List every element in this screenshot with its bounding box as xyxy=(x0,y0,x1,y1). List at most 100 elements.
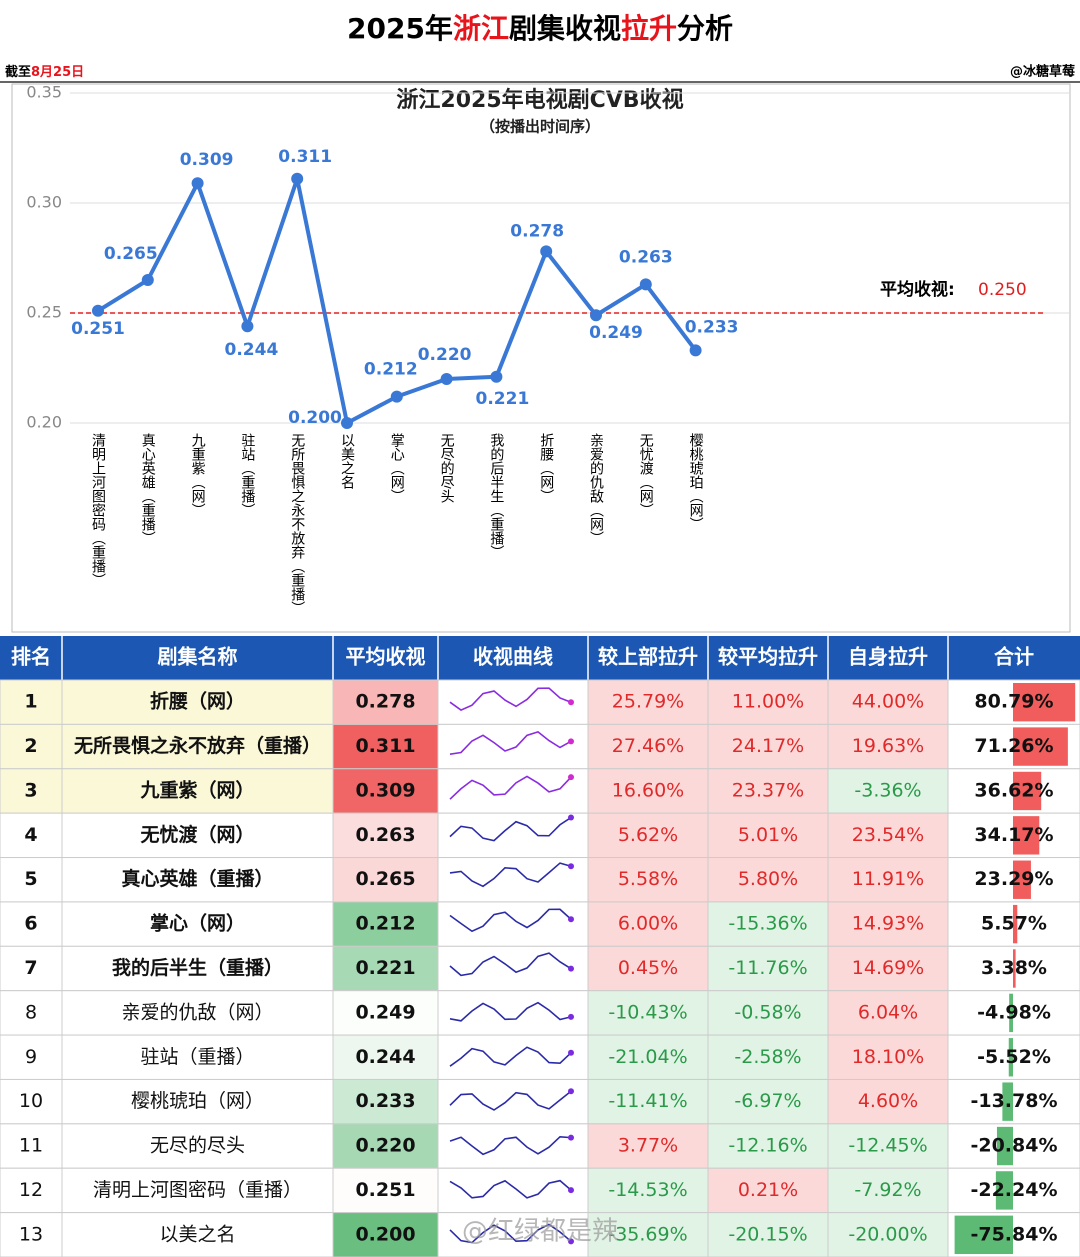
total-bar xyxy=(1013,949,1016,988)
sparkline-dot xyxy=(568,1187,574,1194)
total-bar xyxy=(1013,860,1031,899)
cell-text: 80.79% xyxy=(974,691,1053,713)
cell-bg xyxy=(332,1123,439,1169)
cell-bg xyxy=(437,990,589,1036)
cell-bg xyxy=(947,1034,1080,1080)
point xyxy=(440,373,453,385)
cell-bg xyxy=(587,1167,709,1214)
sparkline-dot xyxy=(568,814,574,821)
cell-bg xyxy=(587,990,709,1036)
total-bar xyxy=(954,1215,1013,1254)
cell-bg xyxy=(587,768,709,814)
watermark: @红绿都是辣 xyxy=(462,1217,618,1247)
cell-text: 23.29% xyxy=(974,868,1053,890)
sparkline xyxy=(449,952,572,977)
value-label: 0.249 xyxy=(589,323,643,343)
sparkline xyxy=(449,687,572,711)
sparkline xyxy=(449,816,572,842)
value-label: 0.265 xyxy=(104,244,158,264)
point xyxy=(540,245,553,258)
cell-text: 九重紫（网） xyxy=(139,778,254,801)
point xyxy=(241,320,254,333)
sparkline xyxy=(449,775,572,800)
cell-bg xyxy=(827,945,949,992)
cell-bg xyxy=(437,857,589,903)
chart-subtitle: （按播出时间序） xyxy=(480,118,600,136)
x-tick-label: 无忧渡（网） xyxy=(638,433,654,517)
cell-text: 0.251 xyxy=(355,1179,415,1201)
cell-bg xyxy=(827,723,949,770)
cell-bg xyxy=(947,990,1080,1036)
cell-text: 14.69% xyxy=(852,957,924,979)
cell-text: 11.91% xyxy=(852,868,924,890)
point xyxy=(92,304,104,317)
cell-bg xyxy=(707,1034,829,1080)
cell-bg xyxy=(587,1212,709,1257)
sparkline-dot xyxy=(568,1134,574,1141)
cell-text: 5.57% xyxy=(981,913,1047,935)
cell-text: 0.212 xyxy=(355,913,415,935)
cell-text: -21.04% xyxy=(608,1046,687,1068)
cell-text: 3.77% xyxy=(618,1135,678,1157)
page-title: 2025年浙江剧集收视拉升分析 xyxy=(347,12,733,45)
cell-text: 24.17% xyxy=(732,735,804,757)
cell-bg xyxy=(61,723,334,770)
cell-text: 5.58% xyxy=(618,868,678,890)
value-label: 0.221 xyxy=(476,389,530,409)
cell-bg xyxy=(707,857,829,903)
sparkline xyxy=(449,908,572,933)
reference-label: 平均收视: xyxy=(880,279,955,300)
cell-text: 亲爱的仇敌（网） xyxy=(121,1001,273,1023)
cell-text: 清明上河图密码（重播） xyxy=(93,1179,302,1201)
sparkline xyxy=(449,1090,572,1111)
cell-text: 6.00% xyxy=(618,913,678,935)
sparkline-dot xyxy=(568,965,574,972)
cell-text: 无忧渡（网） xyxy=(140,823,254,846)
cell-bg xyxy=(437,901,589,947)
cell-bg xyxy=(0,1078,63,1125)
cell-text: 23.37% xyxy=(732,779,804,801)
cell-text: 2 xyxy=(24,735,37,757)
cell-text: 驻站（重播） xyxy=(140,1046,254,1068)
x-tick-label: 折腰（网） xyxy=(538,433,554,503)
point xyxy=(291,172,304,185)
cell-text: -11.41% xyxy=(608,1090,687,1112)
cell-bg xyxy=(0,1212,63,1257)
sparkline xyxy=(449,1135,572,1156)
sparkline-dot xyxy=(568,699,574,706)
cell-text: -14.53% xyxy=(608,1179,687,1201)
cell-text: 23.54% xyxy=(852,824,924,846)
y-tick-label: 0.20 xyxy=(26,413,62,432)
cell-bg xyxy=(947,1167,1080,1214)
series-line xyxy=(96,176,698,425)
cell-text: -20.15% xyxy=(728,1223,807,1245)
title-part: 分析 xyxy=(677,12,733,45)
point xyxy=(141,274,154,286)
column-header: 收视曲线 xyxy=(473,645,553,669)
cell-text: 11 xyxy=(19,1135,43,1157)
cell-bg xyxy=(437,812,589,859)
x-tick-label: 亲爱的仇敌（网） xyxy=(588,433,604,545)
cell-text: 6.04% xyxy=(858,1001,918,1023)
total-bar xyxy=(1002,1082,1013,1121)
cell-text: -20.00% xyxy=(848,1223,927,1245)
cell-bg xyxy=(587,723,709,770)
cell-text: 19.63% xyxy=(852,735,924,757)
cell-bg xyxy=(947,1123,1080,1169)
x-tick-label: 无所畏惧之永不放弃（重播） xyxy=(289,433,305,615)
cell-text: -75.84% xyxy=(970,1223,1057,1245)
cell-text: 12 xyxy=(19,1179,43,1201)
cell-text: 34.17% xyxy=(974,824,1053,846)
sparkline-dot xyxy=(568,774,574,781)
cell-text: 14.93% xyxy=(852,913,924,935)
cell-bg xyxy=(587,1078,709,1125)
cell-bg xyxy=(587,857,709,903)
sparkline-dot xyxy=(568,1238,574,1245)
sparkline-dot xyxy=(568,738,574,745)
cell-bg xyxy=(0,1034,63,1080)
value-label: 0.263 xyxy=(619,247,673,267)
title-part: 拉升 xyxy=(621,12,677,45)
cell-bg xyxy=(332,945,439,992)
date-note: 截至8月25日 xyxy=(5,64,84,80)
cell-text: -7.92% xyxy=(854,1179,921,1201)
